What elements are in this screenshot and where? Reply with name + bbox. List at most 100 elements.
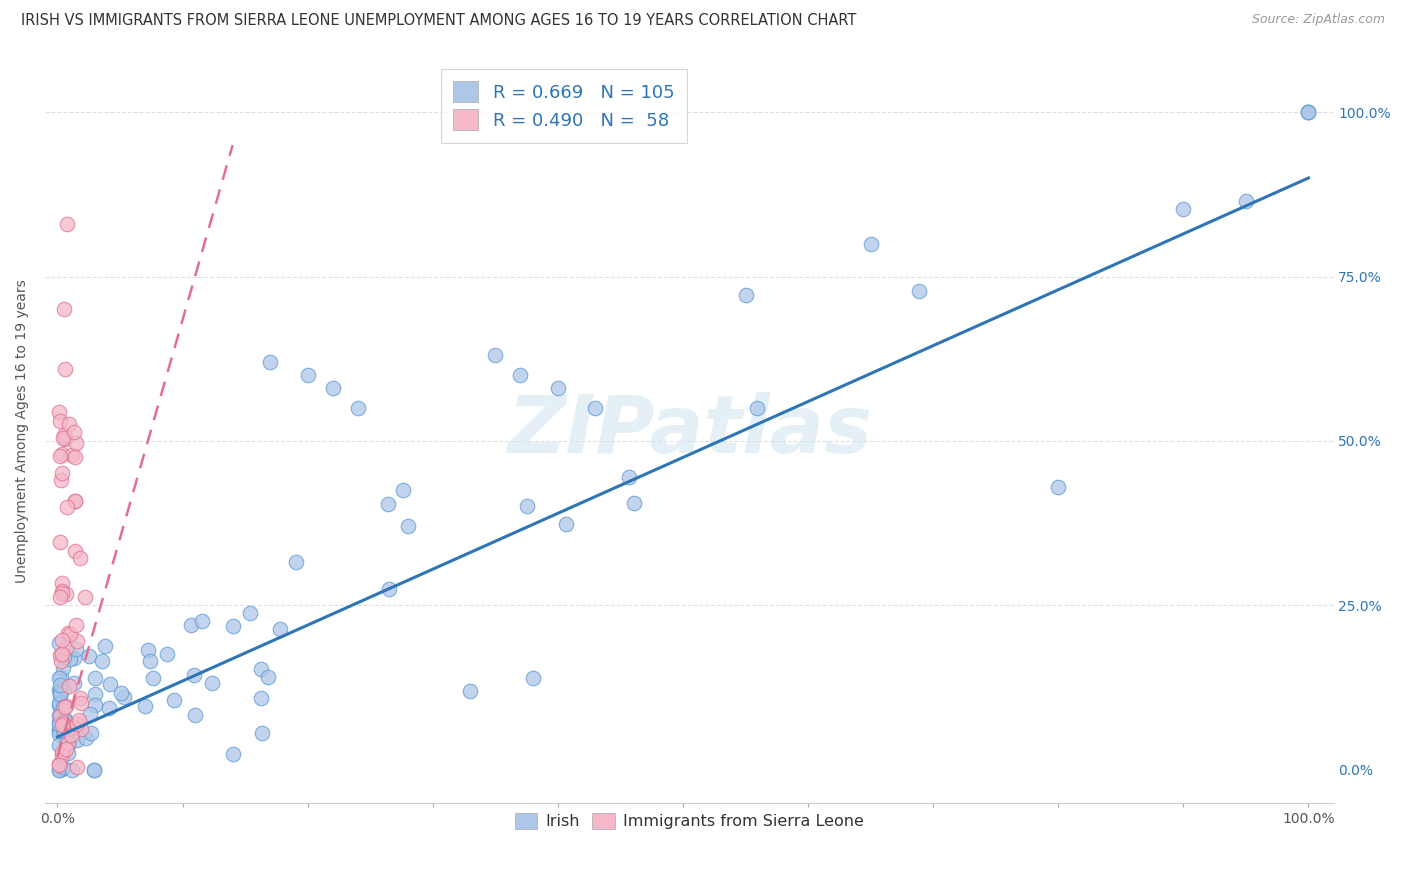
Point [1234, 194, 1257, 209]
Legend: Irish, Immigrants from Sierra Leone: Irish, Immigrants from Sierra Leone [509, 806, 870, 836]
Point [49, 708, 72, 723]
Point [48, 763, 70, 777]
Point [63, 450, 86, 465]
Point [70, 696, 93, 710]
Point [617, 470, 640, 484]
Point [55, 729, 77, 743]
Point [62, 651, 84, 665]
Point [734, 288, 756, 302]
Point [51, 748, 73, 763]
Point [623, 496, 645, 510]
Point [259, 355, 281, 369]
Point [48, 727, 70, 741]
Point [59, 722, 82, 736]
Point [66, 633, 89, 648]
Point [51, 763, 73, 777]
Point [48, 758, 70, 772]
Point [63, 425, 86, 440]
Point [49, 678, 72, 692]
Point [58, 417, 80, 431]
Point [69, 551, 91, 566]
Point [55, 736, 77, 750]
Text: ZIPatlas: ZIPatlas [506, 392, 872, 470]
Point [392, 483, 415, 497]
Point [139, 654, 162, 668]
Point [49, 687, 72, 701]
Point [110, 686, 132, 700]
Point [52, 428, 75, 442]
Point [191, 614, 214, 628]
Point [48, 722, 70, 736]
Point [322, 381, 344, 395]
Point [49, 648, 72, 662]
Point [1298, 105, 1320, 120]
Point [378, 582, 401, 596]
Point [859, 236, 882, 251]
Point [63, 544, 86, 558]
Point [51, 670, 73, 684]
Point [79, 706, 101, 721]
Point [55, 714, 77, 728]
Point [58, 736, 80, 750]
Point [51, 586, 73, 600]
Point [257, 670, 280, 684]
Point [284, 555, 307, 569]
Point [48, 684, 70, 698]
Point [48, 716, 70, 731]
Point [222, 747, 245, 761]
Point [84, 688, 107, 702]
Point [51, 466, 73, 480]
Point [66, 716, 89, 731]
Point [66, 760, 89, 774]
Point [60, 763, 83, 777]
Point [51, 745, 73, 759]
Point [346, 401, 368, 416]
Point [49, 534, 72, 549]
Point [60, 448, 83, 462]
Point [48, 715, 70, 730]
Point [583, 401, 606, 416]
Point [183, 668, 205, 682]
Point [460, 683, 482, 698]
Point [907, 284, 929, 298]
Point [70, 722, 93, 736]
Y-axis label: Unemployment Among Ages 16 to 19 years: Unemployment Among Ages 16 to 19 years [15, 279, 30, 583]
Point [83, 698, 105, 712]
Point [98, 676, 121, 690]
Point [484, 349, 506, 363]
Point [83, 763, 105, 777]
Point [522, 671, 544, 685]
Point [66, 732, 89, 747]
Point [53, 361, 76, 376]
Point [1047, 480, 1070, 494]
Point [1173, 202, 1195, 216]
Point [55, 698, 77, 713]
Point [55, 712, 77, 726]
Point [56, 217, 79, 231]
Point [377, 497, 399, 511]
Point [48, 698, 70, 712]
Point [250, 662, 273, 676]
Point [555, 516, 578, 531]
Point [52, 716, 75, 731]
Point [59, 627, 82, 641]
Point [163, 693, 186, 707]
Point [52, 723, 75, 737]
Point [51, 718, 73, 732]
Point [55, 500, 77, 515]
Point [52, 760, 75, 774]
Point [297, 368, 319, 383]
Point [1298, 105, 1320, 120]
Point [97, 700, 120, 714]
Point [91, 654, 114, 668]
Point [48, 636, 70, 650]
Point [52, 661, 75, 675]
Point [56, 625, 79, 640]
Point [52, 302, 75, 317]
Point [77, 649, 100, 664]
Point [80, 726, 103, 740]
Point [56, 736, 79, 750]
Point [547, 381, 569, 395]
Point [48, 405, 70, 419]
Point [69, 691, 91, 706]
